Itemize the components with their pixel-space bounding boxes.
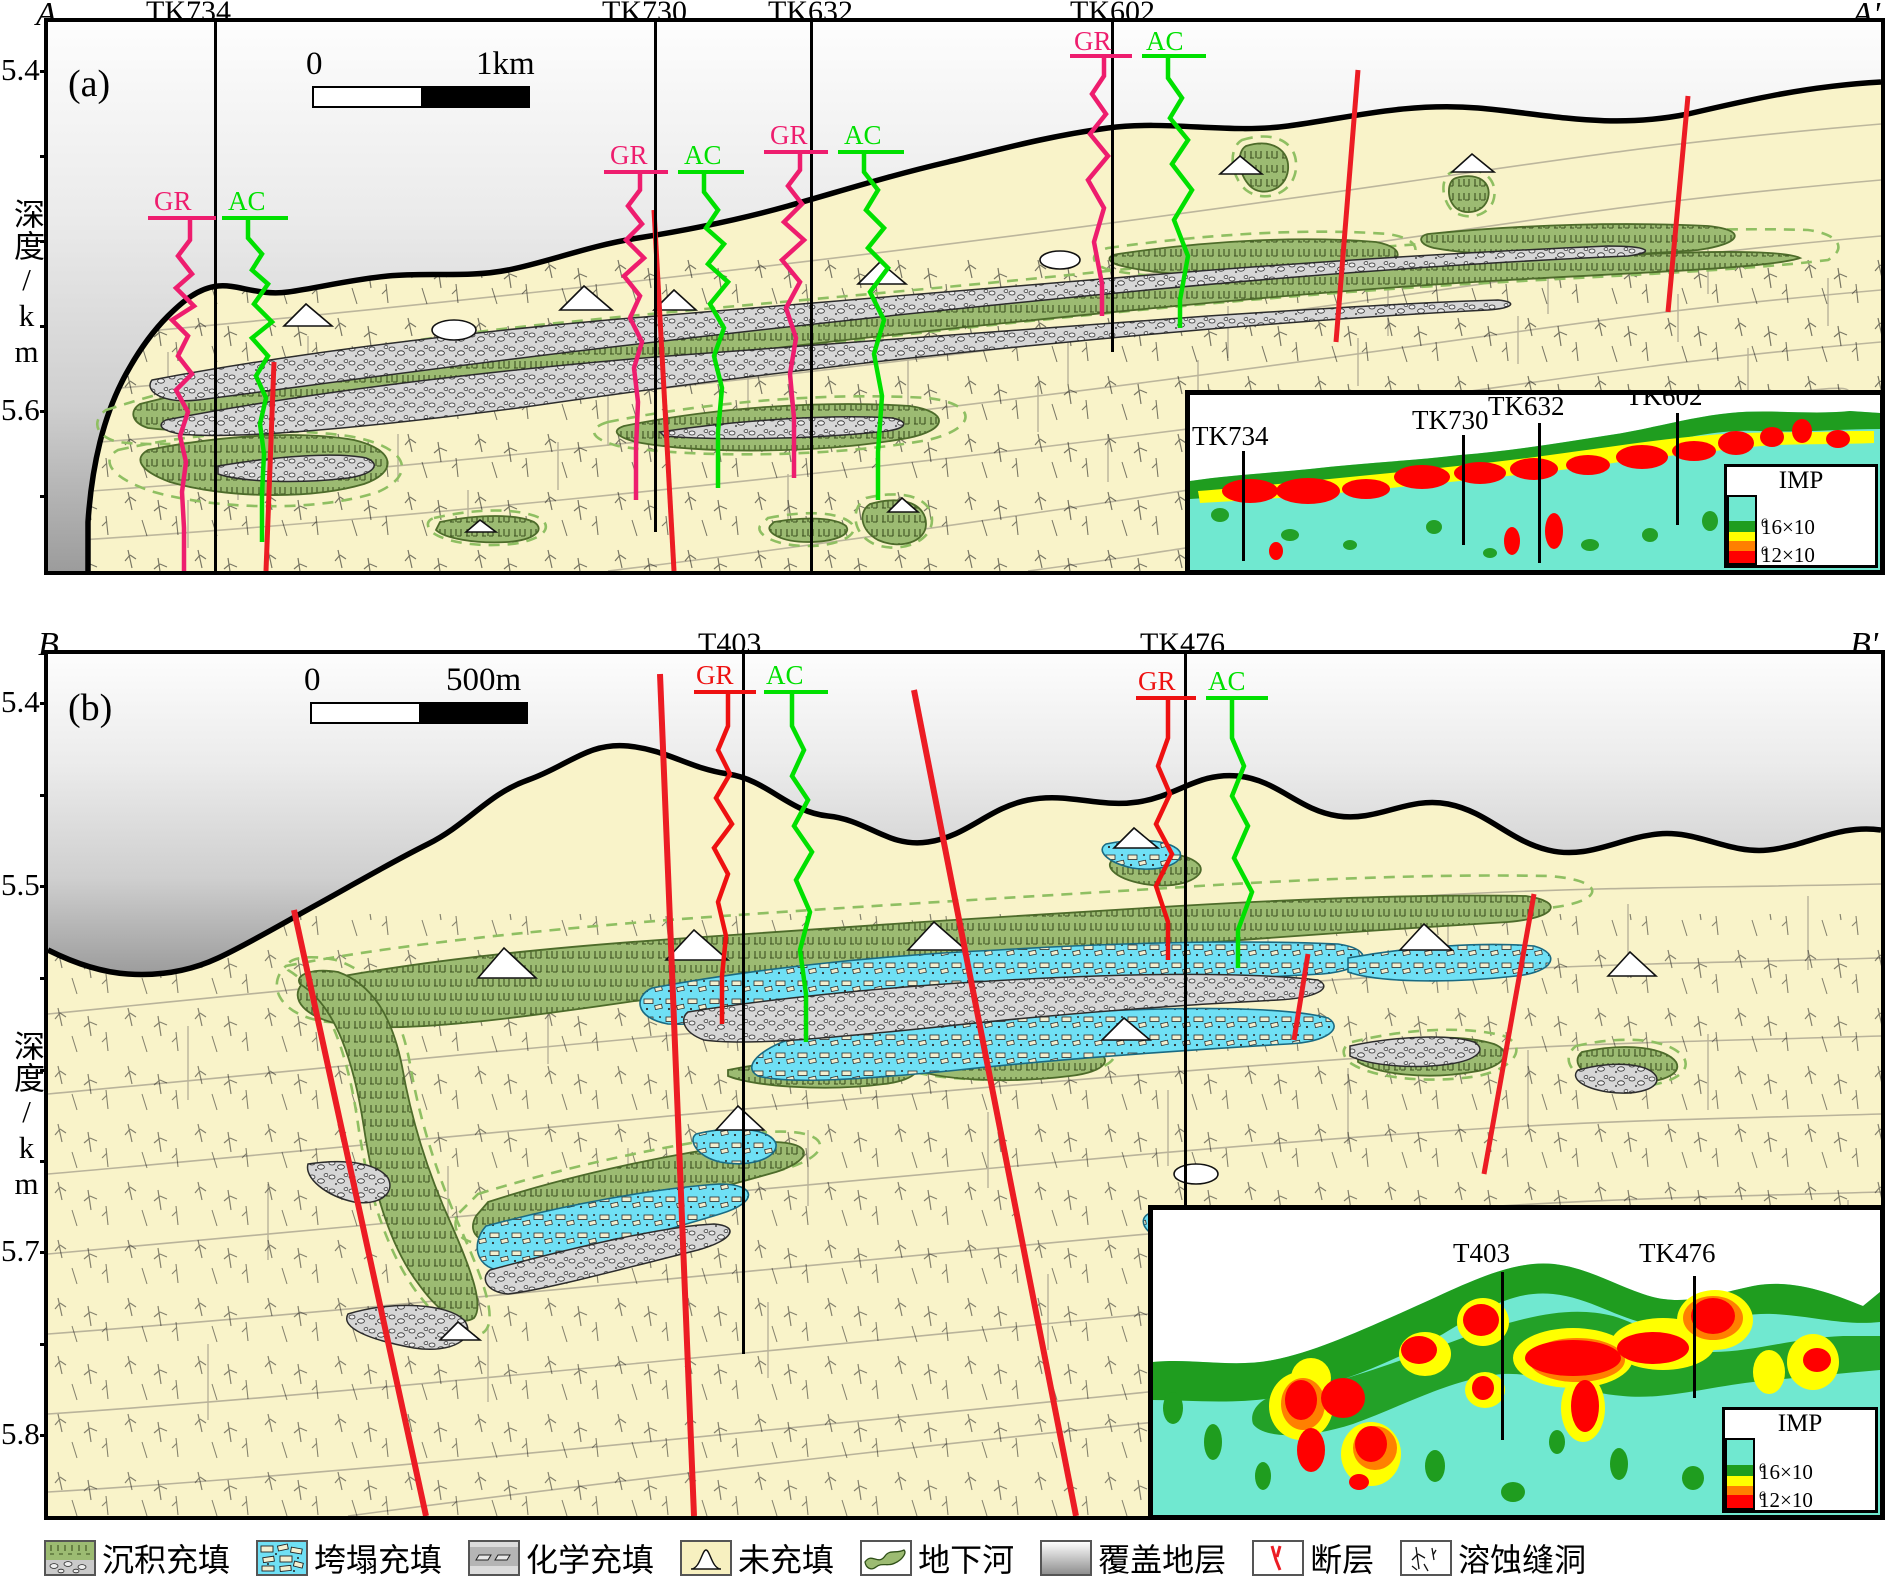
depth-tick-label-a-1: 5.6: [1, 392, 40, 427]
overburden-swatch-icon: [1040, 1540, 1093, 1576]
legend-item-underground-river: 地下河: [860, 1535, 1014, 1581]
inset-well-line-tk476: [1693, 1276, 1696, 1398]
inset-well-line-tk602: [1676, 413, 1679, 525]
curve-label-ac-t403: AC: [766, 660, 804, 690]
well-track-tk476: [1184, 654, 1187, 1210]
legend-item-overburden: 覆盖地层: [1040, 1535, 1226, 1581]
depth-tick-label-b-1: 5.5: [1, 867, 40, 902]
well-track-tk734: [214, 22, 217, 571]
axis-title-depth-b: 深度/km: [9, 1030, 44, 1202]
chemical-fill-swatch-icon: [468, 1540, 521, 1576]
legend-item-collapse-fill: 垮塌充填: [256, 1535, 442, 1581]
inset-a-impedance-map: [1190, 395, 1880, 570]
legend-label-unfilled: 未充填: [738, 1541, 835, 1579]
well-track-tk632: [810, 22, 813, 571]
inset-well-label-tk734: TK734: [1192, 421, 1269, 451]
legend-label-chemical-fill: 化学充填: [526, 1541, 655, 1579]
curve-label-gr-tk476: GR: [1138, 666, 1176, 696]
unfilled-swatch-icon: [680, 1540, 733, 1576]
curve-label-gr-t403: GR: [696, 660, 734, 690]
imp-colorbar-title-a: IMP: [1778, 467, 1824, 494]
legend-item-karst-fracture: 溶蚀缝洞: [1400, 1535, 1586, 1581]
curve-label-ac-tk730: AC: [684, 140, 722, 170]
scalebar-b: 0 500m: [304, 662, 594, 724]
scalebar-a-max: 1km: [476, 46, 535, 82]
panel-a-well-logs: [148, 54, 1206, 571]
legend-label-sediment-fill: 沉积充填: [102, 1541, 231, 1579]
collapse-fill-swatch-icon: [256, 1540, 309, 1576]
legend-item-fault: 断层: [1252, 1535, 1374, 1581]
curve-label-gr-tk730: GR: [610, 140, 648, 170]
panel-tag-b: (b): [68, 687, 113, 729]
imp-colorbar-title-b: IMP: [1777, 1410, 1823, 1437]
legend-label-underground-river: 地下河: [918, 1541, 1015, 1579]
inset-well-label-tk632: TK632: [1488, 391, 1565, 421]
panel-b-well-logs: [694, 690, 1268, 1042]
curve-label-ac-tk632: AC: [844, 120, 882, 150]
imp-color-ramp-a: [1727, 495, 1757, 565]
underground-river-swatch-icon: [860, 1540, 913, 1576]
impedance-inset-b: T403 TK476 IMP 16×10 6 12×10 6: [1148, 1205, 1885, 1520]
inset-well-line-tk734: [1242, 451, 1245, 561]
axis-title-depth-a: 深度/km: [9, 198, 44, 370]
inset-well-line-tk730: [1462, 435, 1465, 545]
inset-well-label-tk730: TK730: [1412, 405, 1489, 435]
impedance-inset-a: TK734 TK730 TK632 TK602 IMP 16×10 6 12×10…: [1185, 390, 1885, 575]
curve-label-ac-tk602: AC: [1146, 26, 1184, 56]
legend-item-sediment-fill: 沉积充填: [44, 1535, 230, 1581]
depth-tick-label-b-3: 5.8: [1, 1416, 40, 1451]
panel-tag-a: (a): [68, 63, 111, 105]
figure-legend: 沉积充填 垮塌充填: [44, 1528, 1889, 1588]
curve-label-gr-tk602: GR: [1074, 26, 1112, 56]
well-track-tk730: [654, 22, 657, 532]
legend-item-chemical-fill: 化学充填: [468, 1535, 654, 1581]
well-track-tk602: [1111, 22, 1114, 352]
legend-label-overburden: 覆盖地层: [1098, 1541, 1227, 1579]
curve-label-gr-tk734: GR: [154, 186, 192, 216]
curve-label-ac-tk734: AC: [228, 186, 266, 216]
depth-tick-label-b-0: 5.4: [1, 684, 40, 719]
curve-label-gr-tk632: GR: [770, 120, 808, 150]
scalebar-b-zero: 0: [304, 662, 321, 698]
inset-well-label-t403: T403: [1453, 1238, 1510, 1268]
scalebar-a-zero: 0: [306, 46, 323, 82]
imp-color-ramp-b: [1725, 1438, 1755, 1510]
depth-tick-label-a-0: 5.4: [1, 52, 40, 87]
inset-well-line-tk632: [1538, 423, 1541, 563]
inset-well-line-t403: [1501, 1272, 1504, 1440]
sediment-fill-swatch-icon: [44, 1540, 96, 1576]
karst-fracture-swatch-icon: [1400, 1540, 1453, 1576]
legend-label-collapse-fill: 垮塌充填: [314, 1541, 443, 1579]
imp-colorbar-b: IMP 16×10 6 12×10 6: [1722, 1407, 1878, 1513]
imp-colorbar-a: IMP 16×10 6 12×10 6: [1724, 464, 1878, 568]
inset-well-label-tk602: TK602: [1626, 390, 1703, 411]
curve-label-ac-tk476: AC: [1208, 666, 1246, 696]
well-track-t403: [742, 654, 745, 1354]
depth-tick-label-b-2: 5.7: [1, 1233, 40, 1268]
scalebar-a: 0 1km: [306, 46, 596, 108]
cross-section-panel-a: (a) 0 1km GR AC GR AC GR AC GR AC: [44, 18, 1885, 575]
legend-item-unfilled: 未充填: [680, 1535, 834, 1581]
legend-label-karst-fracture: 溶蚀缝洞: [1458, 1541, 1587, 1579]
scalebar-b-max: 500m: [446, 662, 522, 698]
fault-swatch-icon: [1252, 1540, 1305, 1576]
legend-label-fault: 断层: [1310, 1541, 1375, 1579]
inset-well-label-tk476: TK476: [1639, 1238, 1716, 1268]
